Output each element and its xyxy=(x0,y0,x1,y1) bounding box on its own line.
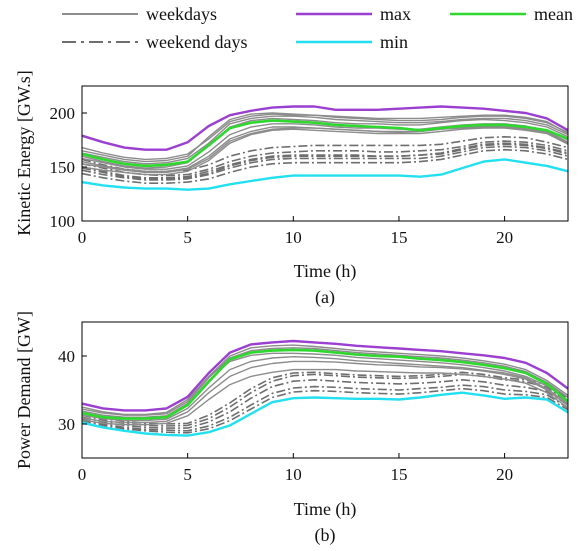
series-weekday-6-a xyxy=(82,127,568,176)
series-weekday-6-b xyxy=(82,347,568,416)
series-weekday-5-b xyxy=(82,368,568,426)
x-tick-label-b-0: 0 xyxy=(78,465,87,484)
y-tick-label-b-30: 30 xyxy=(58,415,75,434)
legend: weekdays weekend days max min mean xyxy=(62,4,573,52)
series-weekend-3-a xyxy=(82,140,568,177)
series-weekend-6-a xyxy=(82,142,568,180)
series-min-a xyxy=(82,158,568,191)
series-mean-b xyxy=(82,348,568,420)
series-min-b xyxy=(82,391,568,437)
axes-box-b xyxy=(81,321,569,459)
y-axis-label-a: Kinetic Energy [GW.s] xyxy=(14,70,34,235)
x-axis-label-a: Time (h) xyxy=(294,261,357,282)
x-tick-label-b-20: 20 xyxy=(496,465,513,484)
plot-area-a xyxy=(82,105,568,191)
series-weekday-3-b xyxy=(82,356,568,422)
x-axis-label-b: Time (h) xyxy=(294,499,357,520)
series-max-a xyxy=(82,105,568,151)
series-weekday-2-b xyxy=(82,352,568,418)
legend-label-weekdays: weekdays xyxy=(146,4,217,24)
series-weekday-2-a xyxy=(82,117,568,169)
x-tick-label-a-20: 20 xyxy=(496,228,513,247)
legend-label-mean: mean xyxy=(534,4,573,24)
x-tick-label-a-5: 5 xyxy=(183,228,192,247)
y-tick-label-b-40: 40 xyxy=(58,347,75,366)
caption-b: (b) xyxy=(315,525,336,546)
panel-kinetic-energy: Time (h) Kinetic Energy [GW.s] (a) 0 5 10 1… xyxy=(14,70,569,308)
x-tick-label-a-10: 10 xyxy=(285,228,302,247)
series-weekday-4-b xyxy=(82,360,568,424)
x-tick-label-b-10: 10 xyxy=(285,465,302,484)
series-weekend-4-a xyxy=(82,148,568,184)
series-weekend-1-a xyxy=(82,143,568,179)
panel-power-demand: Time (h) Power Demand [GW] (b) 0 5 10 15 20 3… xyxy=(14,311,569,546)
y-tick-label-a-200: 200 xyxy=(50,104,76,123)
axes-box-a xyxy=(81,85,569,222)
y-axis-label-b: Power Demand [GW] xyxy=(14,311,34,469)
legend-label-min: min xyxy=(380,32,408,52)
series-weekday-8-a xyxy=(82,113,568,161)
series-weekend-2-a xyxy=(82,145,568,181)
x-tick-label-b-15: 15 xyxy=(390,465,407,484)
series-max-b xyxy=(82,339,568,412)
x-tick-label-a-0: 0 xyxy=(78,228,87,247)
legend-label-max: max xyxy=(380,4,411,24)
series-weekday-7-a xyxy=(82,126,568,174)
x-tick-label-b-5: 5 xyxy=(183,465,192,484)
series-weekend-4-b xyxy=(82,387,568,434)
plot-area-b xyxy=(82,339,568,437)
legend-label-weekend: weekend days xyxy=(146,32,247,52)
series-weekend-3-b xyxy=(82,373,568,427)
caption-a: (a) xyxy=(315,287,335,308)
series-weekend-2-b xyxy=(82,384,568,432)
x-tick-label-a-15: 15 xyxy=(390,228,407,247)
series-weekend-5-a xyxy=(82,136,568,173)
series-weekend-1-b xyxy=(82,378,568,429)
y-tick-label-a-100: 100 xyxy=(50,212,76,231)
series-weekday-1-b xyxy=(82,344,568,416)
series-mean-a xyxy=(82,119,568,168)
series-weekday-5-a xyxy=(82,115,568,165)
y-tick-label-a-150: 150 xyxy=(50,158,76,177)
